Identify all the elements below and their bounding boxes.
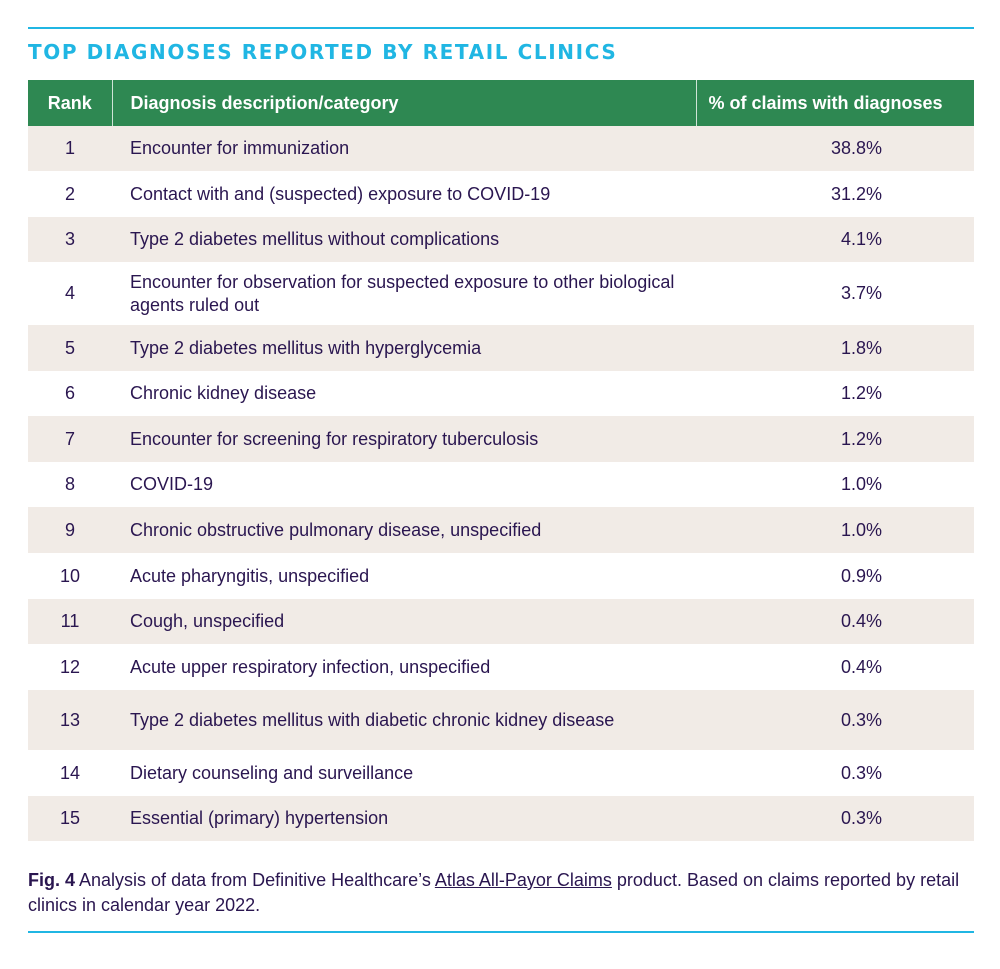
percent-cell: 0.9% bbox=[696, 553, 974, 599]
rank-cell: 15 bbox=[28, 796, 112, 841]
rank-cell: 12 bbox=[28, 644, 112, 690]
description-cell: Encounter for observation for suspected … bbox=[112, 262, 696, 325]
atlas-claims-link[interactable]: Atlas All-Payor Claims bbox=[434, 870, 612, 890]
table-row: 4 Encounter for observation for suspected… bbox=[28, 262, 974, 325]
table-row: 14 Dietary counseling and surveillance 0.3… bbox=[28, 750, 974, 796]
percent-cell: 3.7% bbox=[696, 262, 974, 325]
description-cell: Type 2 diabetes mellitus with diabetic c… bbox=[112, 690, 696, 750]
table-row: 9 Chronic obstructive pulmonary disease, … bbox=[28, 507, 974, 553]
rank-cell: 2 bbox=[28, 171, 112, 217]
description-cell: Encounter for screening for respiratory … bbox=[112, 416, 696, 462]
column-header-description: Diagnosis description/category bbox=[111, 80, 696, 126]
bottom-divider bbox=[28, 931, 974, 933]
description-cell: Dietary counseling and surveillance bbox=[112, 750, 696, 796]
figure-caption: Fig. 4 Analysis of data from Definitive … bbox=[28, 868, 974, 918]
page-title: TOP DIAGNOSES REPORTED BY RETAIL CLINICS bbox=[28, 40, 618, 64]
percent-cell: 1.8% bbox=[696, 325, 974, 371]
percent-cell: 4.1% bbox=[696, 217, 974, 262]
percent-cell: 0.4% bbox=[696, 644, 974, 690]
figure-label: Fig. 4 bbox=[28, 870, 76, 890]
percent-cell: 0.3% bbox=[696, 750, 974, 796]
percent-cell: 1.2% bbox=[696, 371, 974, 416]
percent-cell: 1.0% bbox=[696, 462, 974, 507]
rank-cell: 5 bbox=[28, 325, 112, 371]
rank-cell: 8 bbox=[28, 462, 112, 507]
description-cell: Acute upper respiratory infection, unspe… bbox=[112, 644, 696, 690]
table-row: 11 Cough, unspecified 0.4% bbox=[28, 599, 974, 644]
description-cell: Chronic kidney disease bbox=[112, 371, 696, 416]
rank-cell: 14 bbox=[28, 750, 112, 796]
table-row: 12 Acute upper respiratory infection, uns… bbox=[28, 644, 974, 690]
caption-text: Analysis of data from Definitive Healthc… bbox=[75, 870, 435, 890]
column-header-percent: % of claims with diagnoses bbox=[695, 80, 974, 126]
table-row: 6 Chronic kidney disease 1.2% bbox=[28, 371, 974, 416]
top-divider bbox=[28, 27, 974, 29]
description-cell: Essential (primary) hypertension bbox=[112, 796, 696, 841]
description-cell: Acute pharyngitis, unspecified bbox=[112, 553, 696, 599]
table-row: 3 Type 2 diabetes mellitus without compli… bbox=[28, 217, 974, 262]
description-cell: Cough, unspecified bbox=[112, 599, 696, 644]
percent-cell: 31.2% bbox=[696, 171, 974, 217]
table-row: 5 Type 2 diabetes mellitus with hyperglyc… bbox=[28, 325, 974, 371]
percent-cell: 1.0% bbox=[696, 507, 974, 553]
diagnoses-table: Rank Diagnosis description/category % of… bbox=[28, 80, 974, 841]
rank-cell: 10 bbox=[28, 553, 112, 599]
rank-cell: 9 bbox=[28, 507, 112, 553]
rank-cell: 4 bbox=[28, 262, 112, 325]
rank-cell: 7 bbox=[28, 416, 112, 462]
table-row: 13 Type 2 diabetes mellitus with diabetic… bbox=[28, 690, 974, 750]
column-header-rank: Rank bbox=[28, 80, 112, 126]
table-header-row: Rank Diagnosis description/category % of… bbox=[28, 80, 974, 126]
percent-cell: 0.4% bbox=[696, 599, 974, 644]
table-row: 2 Contact with and (suspected) exposure t… bbox=[28, 171, 974, 217]
percent-cell: 0.3% bbox=[696, 690, 974, 750]
table-row: 15 Essential (primary) hypertension 0.3% bbox=[28, 796, 974, 841]
percent-cell: 38.8% bbox=[696, 126, 974, 171]
table-row: 10 Acute pharyngitis, unspecified 0.9% bbox=[28, 553, 974, 599]
rank-cell: 3 bbox=[28, 217, 112, 262]
description-cell: Contact with and (suspected) exposure to… bbox=[112, 171, 696, 217]
rank-cell: 6 bbox=[28, 371, 112, 416]
rank-cell: 13 bbox=[28, 690, 112, 750]
rank-cell: 11 bbox=[28, 599, 112, 644]
table-row: 7 Encounter for screening for respiratory… bbox=[28, 416, 974, 462]
percent-cell: 1.2% bbox=[696, 416, 974, 462]
rank-cell: 1 bbox=[28, 126, 112, 171]
table-row: 1 Encounter for immunization 38.8% bbox=[28, 126, 974, 171]
description-cell: Type 2 diabetes mellitus with hyperglyce… bbox=[112, 325, 696, 371]
table-row: 8 COVID-19 1.0% bbox=[28, 462, 974, 507]
description-cell: COVID-19 bbox=[112, 462, 696, 507]
percent-cell: 0.3% bbox=[696, 796, 974, 841]
description-cell: Encounter for immunization bbox=[112, 126, 696, 171]
description-cell: Type 2 diabetes mellitus without complic… bbox=[112, 217, 696, 262]
description-cell: Chronic obstructive pulmonary disease, u… bbox=[112, 507, 696, 553]
caption-text-end: product. Based on claims reported by ret… bbox=[28, 870, 960, 915]
